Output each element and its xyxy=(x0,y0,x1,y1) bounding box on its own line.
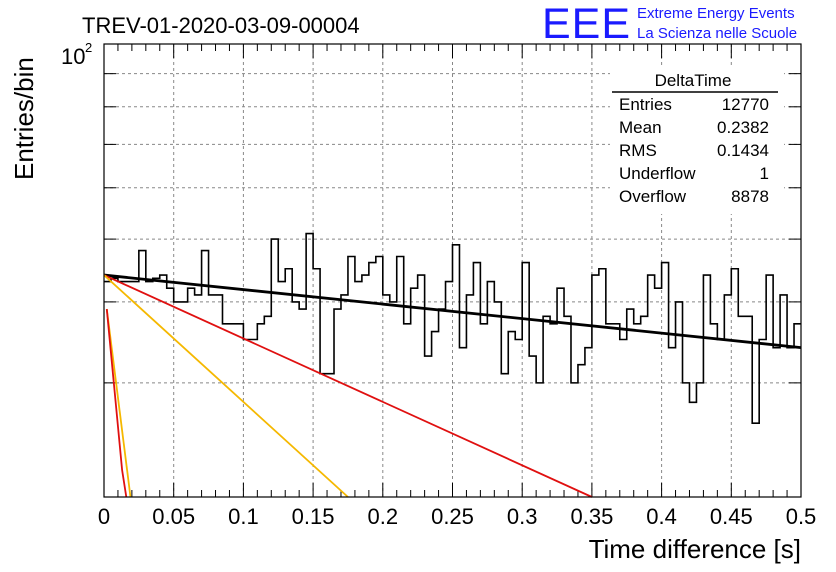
x-tick-label: 0.35 xyxy=(570,504,613,529)
x-tick-label: 0.3 xyxy=(507,504,538,529)
histogram-outline xyxy=(104,232,801,424)
stats-label-overflow: Overflow xyxy=(619,187,687,206)
x-axis-label: Time difference [s] xyxy=(589,534,801,564)
stats-title: DeltaTime xyxy=(655,71,732,90)
orange-decay-curve xyxy=(103,274,349,498)
stats-value-rms: 0.1434 xyxy=(717,141,769,160)
stats-value-underflow: 1 xyxy=(760,164,769,183)
plot-area xyxy=(103,232,802,498)
stats-label-mean: Mean xyxy=(619,118,662,137)
stats-value-overflow: 8878 xyxy=(731,187,769,206)
x-tick-label: 0.5 xyxy=(786,504,817,529)
x-tick-label: 0.1 xyxy=(228,504,259,529)
stats-label-rms: RMS xyxy=(619,141,657,160)
stats-label-entries: Entries xyxy=(619,95,672,114)
red-decay-curve xyxy=(105,308,128,498)
x-tick-label: 0.45 xyxy=(710,504,753,529)
y-tick-label-exponent: 2 xyxy=(85,40,92,55)
x-tick-label: 0.4 xyxy=(646,504,677,529)
stats-box-background xyxy=(610,66,784,214)
stats-value-mean: 0.2382 xyxy=(717,118,769,137)
x-tick-label: 0.25 xyxy=(431,504,474,529)
stats-value-entries: 12770 xyxy=(722,95,769,114)
grid-lines xyxy=(104,44,801,497)
orange-decay-curve xyxy=(105,308,132,498)
y-tick-label-base: 10 xyxy=(61,44,85,69)
org-name-line1: Extreme Energy Events xyxy=(637,5,795,22)
x-tick-labels: 0 0.05 0.1 0.15 0.2 0.25 0.3 0.35 0.4 0.45 0.5 xyxy=(98,504,816,529)
stats-label-underflow: Underflow xyxy=(619,164,696,183)
run-title: TREV-01-2020-03-09-00004 xyxy=(82,13,360,38)
eee-logo: EEE xyxy=(542,0,631,48)
org-name-line2: La Scienza nelle Scuole xyxy=(637,25,797,42)
stats-box: DeltaTime Entries 12770 Mean 0.2382 RMS … xyxy=(610,66,784,214)
y-axis-label: Entries/bin xyxy=(9,57,39,180)
fit-line xyxy=(103,273,802,350)
plot-frame xyxy=(103,43,802,498)
x-tick-label: 0.2 xyxy=(368,504,399,529)
x-tick-label: 0.15 xyxy=(292,504,335,529)
x-tick-label: 0.05 xyxy=(152,504,195,529)
red-decay-curve xyxy=(103,274,593,498)
x-tick-label: 0 xyxy=(98,504,110,529)
